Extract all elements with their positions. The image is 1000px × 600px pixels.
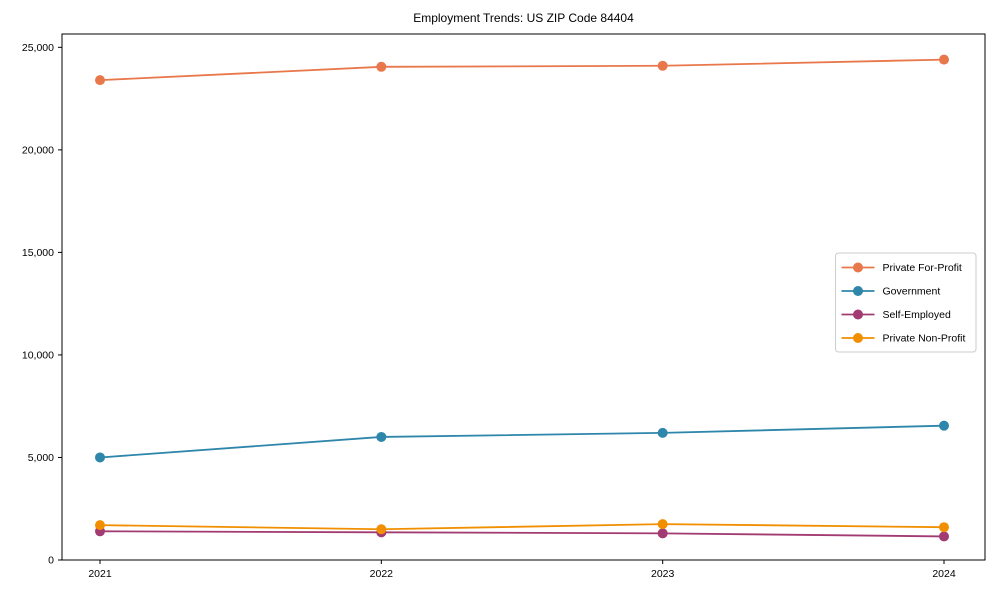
data-point	[376, 61, 387, 72]
legend-box	[835, 252, 977, 353]
chart-title: Employment Trends: US ZIP Code 84404	[413, 11, 634, 25]
data-point	[95, 452, 105, 463]
legend-item: Private Non-Profit	[841, 333, 966, 345]
data-point	[376, 431, 387, 442]
series-line	[99, 523, 945, 531]
series-line	[99, 58, 945, 82]
legend: Private For-Profit Government Self-Employe…	[835, 252, 977, 353]
legend-label: Self-Employed	[883, 309, 951, 321]
legend-label: Private Non-Profit	[883, 333, 966, 345]
data-point	[939, 420, 949, 431]
data-point	[939, 522, 949, 533]
legend-marker-icon	[853, 333, 863, 343]
y-tick-label: 25,000	[22, 42, 54, 54]
legend-item: Self-Employed	[841, 309, 951, 321]
legend-marker-icon	[853, 286, 863, 296]
data-point	[939, 54, 949, 65]
y-tick-label: 5,000	[28, 452, 54, 464]
legend-marker-icon	[853, 309, 863, 320]
x-tick-label: 2023	[651, 568, 675, 580]
x-tick-label: 2022	[370, 568, 394, 580]
data-point	[939, 531, 949, 542]
y-axis: 0 5,000 10,000 15,000 20,000 25,000	[22, 42, 62, 567]
y-tick-label: 15,000	[22, 247, 54, 259]
data-point	[657, 519, 668, 530]
x-tick-label: 2021	[88, 568, 112, 580]
plot-area-box	[61, 33, 986, 561]
legend-item: Private For-Profit	[841, 262, 962, 274]
legend-label: Government	[883, 286, 941, 298]
series-group	[95, 54, 949, 542]
legend-marker-icon	[853, 262, 863, 273]
x-axis: 2021 2022 2023 2024	[88, 560, 956, 580]
series-line	[99, 424, 945, 459]
x-tick-label: 2024	[932, 568, 956, 580]
data-point	[376, 524, 387, 535]
y-tick-label: 0	[48, 555, 54, 567]
legend-item: Government	[841, 286, 941, 298]
data-point	[657, 427, 668, 438]
series-line	[99, 530, 945, 538]
y-tick-label: 20,000	[22, 144, 54, 156]
data-point	[95, 520, 105, 531]
legend-label: Private For-Profit	[883, 262, 962, 274]
data-point	[657, 60, 668, 71]
data-point	[95, 75, 105, 86]
data-point	[657, 528, 668, 539]
y-tick-label: 10,000	[22, 349, 54, 361]
